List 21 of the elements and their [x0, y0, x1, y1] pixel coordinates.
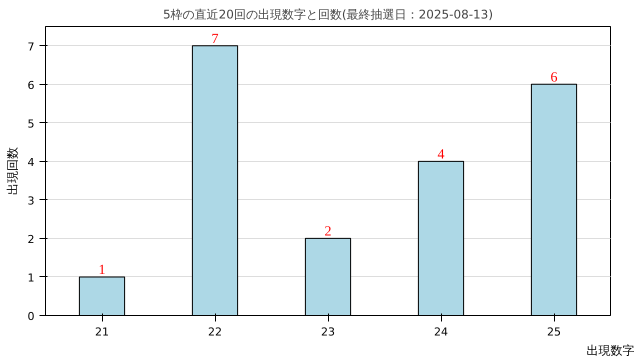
- y-tick-label: 0: [28, 310, 34, 323]
- x-tick-label: 25: [547, 326, 561, 338]
- y-tick-label: 2: [28, 232, 34, 246]
- y-tick-label: 6: [28, 78, 34, 92]
- data-label: 1: [98, 262, 106, 278]
- data-label: 4: [438, 147, 444, 162]
- x-tick-label: 24: [434, 326, 448, 338]
- x-axis-title: 出現数字: [586, 344, 634, 358]
- data-label: 6: [550, 70, 558, 86]
- y-tick-label: 4: [28, 156, 34, 169]
- y-tick-label: 5: [28, 117, 34, 130]
- data-label: 7: [212, 32, 218, 47]
- chart-title: 5枠の直近20回の出現数字と回数(最終抽選日：2025-08-13): [162, 8, 494, 22]
- x-tick-label: 21: [95, 326, 109, 338]
- y-tick-label: 3: [28, 194, 34, 208]
- data-label: 2: [324, 224, 332, 240]
- y-tick-label: 7: [28, 40, 34, 54]
- y-axis-title: 出現回数: [6, 147, 20, 195]
- x-tick-label: 23: [321, 326, 335, 338]
- y-tick-label: 1: [28, 271, 34, 284]
- x-tick-label: 22: [208, 326, 222, 338]
